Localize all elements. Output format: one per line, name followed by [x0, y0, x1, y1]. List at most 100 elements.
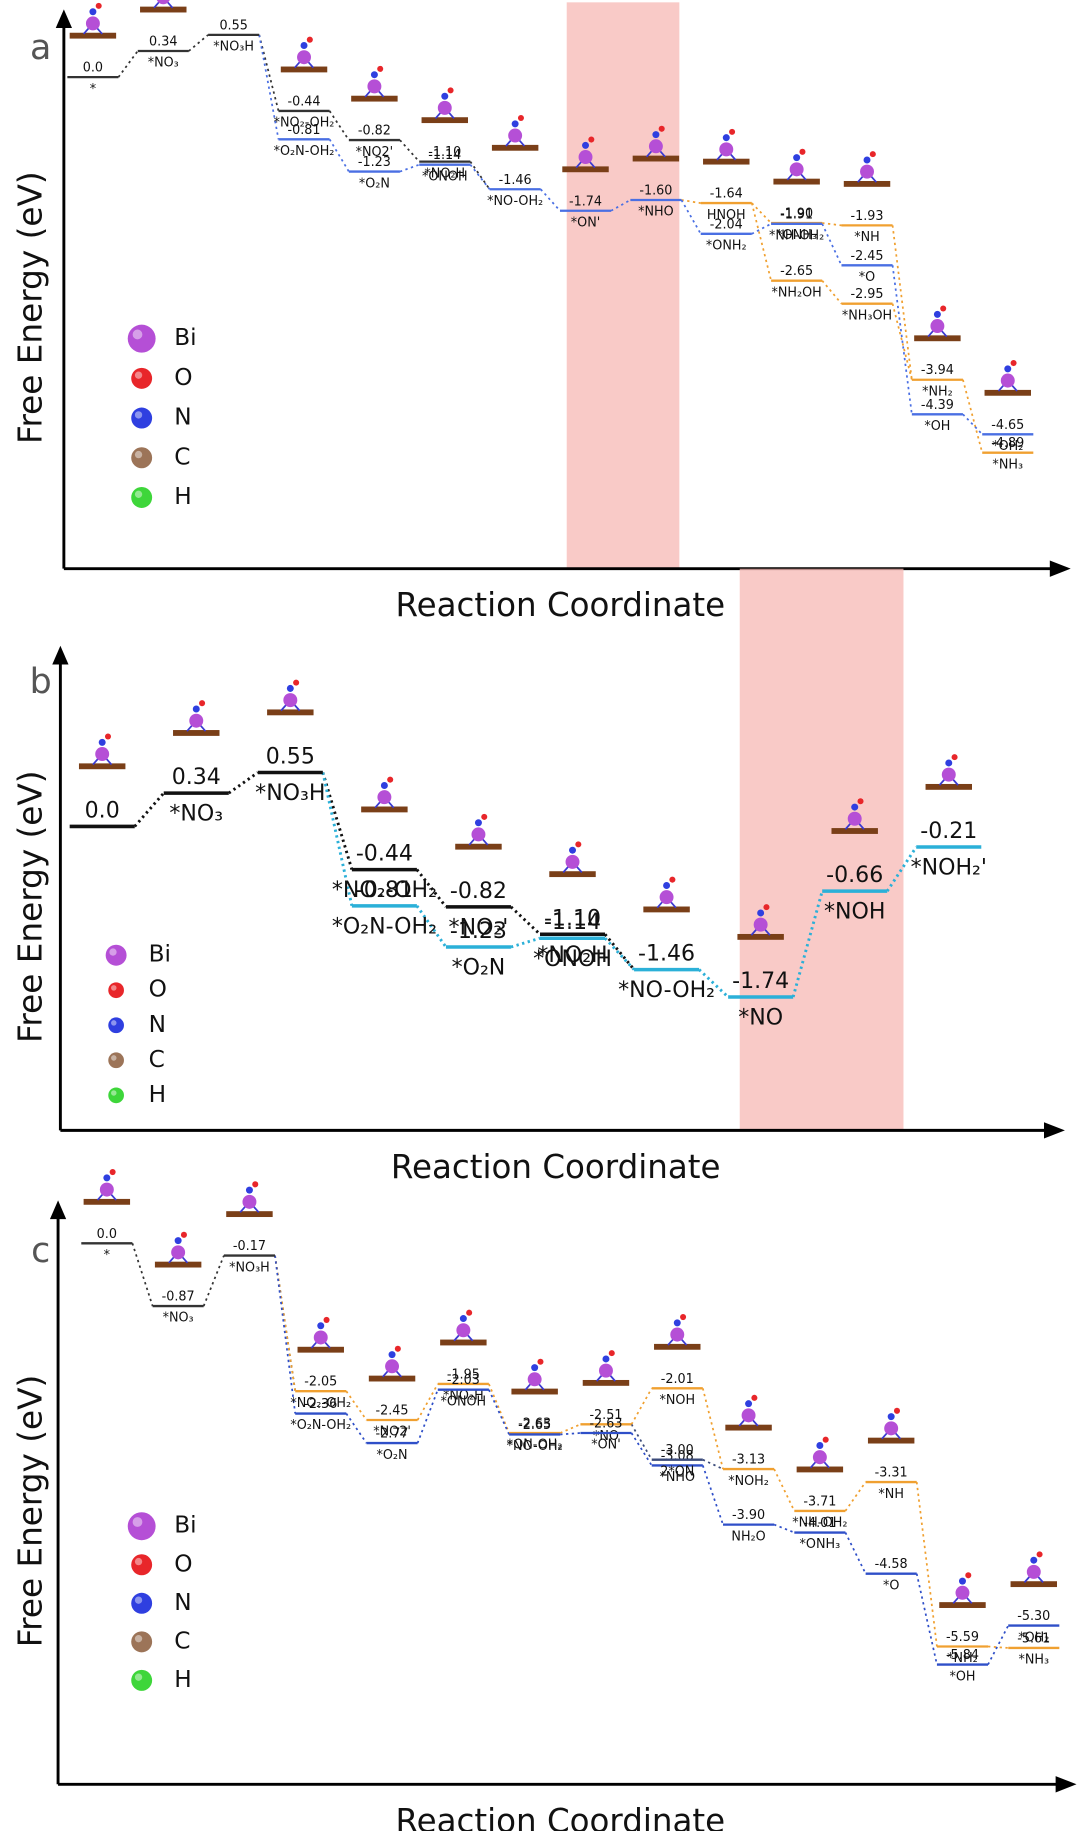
legend-marker-shine	[134, 450, 143, 459]
structure-slab	[154, 1261, 202, 1268]
state-label: *ONOH	[441, 1394, 487, 1409]
structure-o	[95, 2, 102, 9]
value-label: 0.0	[97, 1227, 117, 1242]
structure-o	[575, 841, 582, 848]
structure-n	[816, 1442, 824, 1450]
structure-bi	[456, 1323, 471, 1338]
structure-bi	[377, 790, 392, 805]
structure-o	[680, 1314, 687, 1321]
state-label: *NO₂-OH₂	[332, 877, 437, 903]
value-label: -2.04	[710, 217, 743, 232]
x-axis-title: Reaction Coordinate	[391, 1148, 721, 1186]
connector	[750, 202, 772, 281]
structure-n	[459, 1315, 467, 1323]
legend-label: O	[174, 1550, 192, 1577]
connector	[258, 34, 280, 140]
connector	[680, 199, 702, 235]
state-label: *O₂N-OH₂	[274, 144, 335, 159]
connector	[751, 202, 772, 224]
value-label: -2.65	[780, 264, 813, 279]
value-label: -1.74	[732, 968, 789, 994]
state-label: *NO₃H	[255, 780, 325, 806]
state-label: *NO₂-OH₂	[274, 116, 335, 131]
value-label: -4.89	[991, 436, 1024, 451]
structure-bi	[99, 1182, 114, 1197]
connector	[131, 1243, 154, 1307]
panel-label: a	[30, 28, 51, 68]
legend-label: H	[174, 1666, 191, 1693]
connector	[603, 933, 636, 971]
legend-label: H	[149, 1081, 166, 1108]
connector	[469, 161, 491, 190]
legend-label: N	[149, 1011, 166, 1038]
value-label: -2.65	[518, 1418, 551, 1433]
structure-bi	[85, 16, 100, 31]
connector	[399, 139, 420, 163]
value-label: -1.46	[499, 173, 532, 188]
value-label: -2.63	[518, 1416, 551, 1431]
state-label: *NH₂OH	[772, 285, 822, 300]
state-label: *NO2'	[373, 1425, 411, 1440]
legend-label: C	[149, 1046, 165, 1073]
state-label: *ON-OH₂	[507, 1438, 563, 1453]
state-label: *NO₂H	[443, 1389, 484, 1404]
legend-marker-shine	[134, 1557, 143, 1566]
structure-n	[652, 131, 660, 139]
connector	[274, 1255, 297, 1392]
structure-o	[252, 1181, 259, 1188]
panel-label: c	[31, 1231, 50, 1271]
structure-o	[608, 1350, 615, 1357]
structure-o	[104, 733, 112, 740]
structure-slab	[643, 906, 690, 913]
connector	[987, 1645, 1009, 1649]
structure-n	[388, 1351, 396, 1359]
connector	[962, 413, 983, 435]
value-label: -1.10	[428, 145, 461, 160]
structure-bi	[930, 319, 945, 334]
structure-bi	[437, 100, 452, 115]
value-label: -1.74	[569, 194, 602, 209]
connector	[773, 1523, 795, 1534]
connector	[891, 303, 913, 380]
structure-n	[933, 310, 941, 318]
state-label: *ONOH	[533, 946, 612, 972]
structure-slab	[1010, 1581, 1058, 1588]
state-label: HNOH	[707, 208, 746, 223]
structure-slab	[280, 66, 328, 73]
structure-o	[377, 65, 384, 72]
structure-bi	[313, 1330, 328, 1345]
structure-o	[857, 798, 864, 805]
connector	[227, 771, 259, 795]
connector	[681, 199, 701, 204]
legend-marker-shine	[134, 371, 143, 379]
value-label: -1.23	[450, 918, 507, 944]
legend-marker-shine	[132, 1517, 143, 1527]
structure-bi	[598, 1363, 613, 1378]
legend-marker-shine	[111, 985, 117, 991]
legend-label: O	[174, 364, 192, 391]
connector	[962, 379, 984, 453]
state-label: *NH	[878, 1487, 904, 1502]
legend-marker	[131, 486, 153, 508]
connector	[701, 1465, 724, 1525]
legend-marker	[105, 944, 127, 966]
x-axis-title: Reaction Coordinate	[395, 586, 725, 624]
structure-n	[370, 71, 378, 79]
legend-label: C	[174, 443, 190, 470]
value-label: -1.64	[710, 187, 743, 202]
structure-slab	[361, 806, 408, 813]
connector	[510, 936, 541, 949]
state-label: *NO₂'	[449, 914, 509, 940]
connector	[274, 1255, 297, 1392]
value-label: 0.55	[266, 743, 315, 769]
state-label: 2*ON	[660, 1464, 694, 1479]
state-label: *NO₃H	[213, 40, 254, 55]
structure-o	[481, 813, 488, 820]
structure-n	[103, 1174, 111, 1182]
structure-o	[306, 36, 313, 43]
legend-label: C	[174, 1627, 190, 1654]
y-axis-arrow	[55, 9, 72, 29]
value-label: -1.90	[780, 207, 813, 222]
